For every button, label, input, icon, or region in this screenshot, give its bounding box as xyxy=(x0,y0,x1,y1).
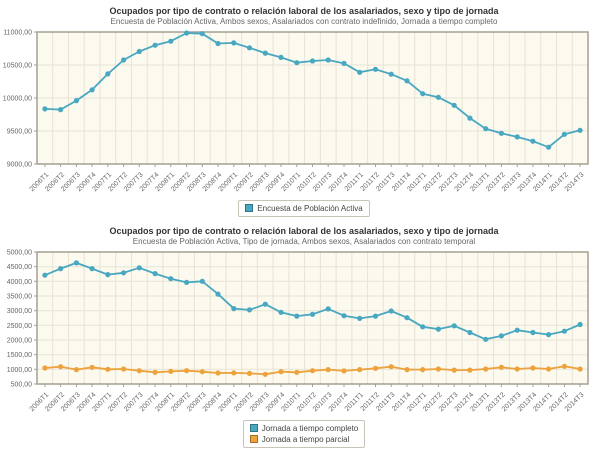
chart-subtitle: Encuesta de Población Activa, Ambos sexo… xyxy=(110,17,498,26)
legend-item: Jornada a tiempo completo xyxy=(249,423,359,433)
svg-text:9500,00: 9500,00 xyxy=(7,129,32,136)
chart-panel-contrato-temporal: Ocupados por tipo de contrato o relación… xyxy=(0,226,608,448)
svg-text:4500,00: 4500,00 xyxy=(7,264,32,271)
series-0 xyxy=(42,260,583,342)
svg-text:11000,00: 11000,00 xyxy=(3,30,32,37)
chart-panel-contrato-indefinido: Ocupados por tipo de contrato o relación… xyxy=(0,6,608,217)
svg-text:10000,00: 10000,00 xyxy=(3,96,32,103)
series-1 xyxy=(42,363,583,377)
legend-swatch-teal xyxy=(245,204,254,212)
legend-item: Jornada a tiempo parcial xyxy=(249,434,350,444)
svg-text:500,00: 500,00 xyxy=(11,382,33,389)
chart-title: Ocupados por tipo de contrato o relación… xyxy=(109,6,499,16)
legend-wrap: Jornada a tiempo completo Jornada a tiem… xyxy=(0,419,608,448)
x-axis-labels: 2006T12006T22006T32006T42007T12007T22007… xyxy=(29,164,586,193)
legend-item: Encuesta de Población Activa xyxy=(245,203,363,213)
svg-text:4000,00: 4000,00 xyxy=(7,279,32,286)
series-0 xyxy=(42,30,583,150)
svg-text:1000,00: 1000,00 xyxy=(7,367,32,374)
chart-title: Ocupados por tipo de contrato o relación… xyxy=(109,226,499,236)
legend-swatch-orange xyxy=(249,435,258,443)
svg-text:1500,00: 1500,00 xyxy=(7,352,32,359)
legend-label: Jornada a tiempo completo xyxy=(261,423,359,433)
svg-text:2000,00: 2000,00 xyxy=(7,338,32,345)
chart-legend: Jornada a tiempo completo Jornada a tiem… xyxy=(242,419,366,448)
line-chart-indefinido: 9000,00 9500,00 10000,00 10500,00 11000,00 20… xyxy=(3,30,589,193)
svg-text:5000,00: 5000,00 xyxy=(7,250,32,257)
y-axis-labels: 500,00 1000,00 1500,00 2000,00 2500,00 3000,0… xyxy=(7,250,37,389)
svg-text:3000,00: 3000,00 xyxy=(7,308,32,315)
legend-swatch-teal xyxy=(249,424,258,432)
svg-text:10500,00: 10500,00 xyxy=(3,63,32,70)
svg-text:3500,00: 3500,00 xyxy=(7,294,32,301)
chart-legend: Encuesta de Población Activa xyxy=(238,199,370,217)
y-axis-labels: 9000,00 9500,00 10000,00 10500,00 11000,00 xyxy=(3,30,37,169)
chart-subtitle: Encuesta de Población Activa, Tipo de jo… xyxy=(132,237,476,246)
legend-label: Encuesta de Población Activa xyxy=(257,203,363,213)
x-axis-labels: 2006T12006T22006T32006T42007T12007T22007… xyxy=(29,384,586,413)
gridlines xyxy=(37,252,588,384)
legend-wrap: Encuesta de Población Activa xyxy=(0,199,608,217)
legend-label: Jornada a tiempo parcial xyxy=(261,434,350,444)
svg-text:9000,00: 9000,00 xyxy=(7,162,32,169)
line-chart-temporal: 500,00 1000,00 1500,00 2000,00 2500,00 3000,0… xyxy=(7,250,589,413)
charts-page: Ocupados por tipo de contrato o relación… xyxy=(0,6,608,448)
svg-text:2500,00: 2500,00 xyxy=(7,323,32,330)
